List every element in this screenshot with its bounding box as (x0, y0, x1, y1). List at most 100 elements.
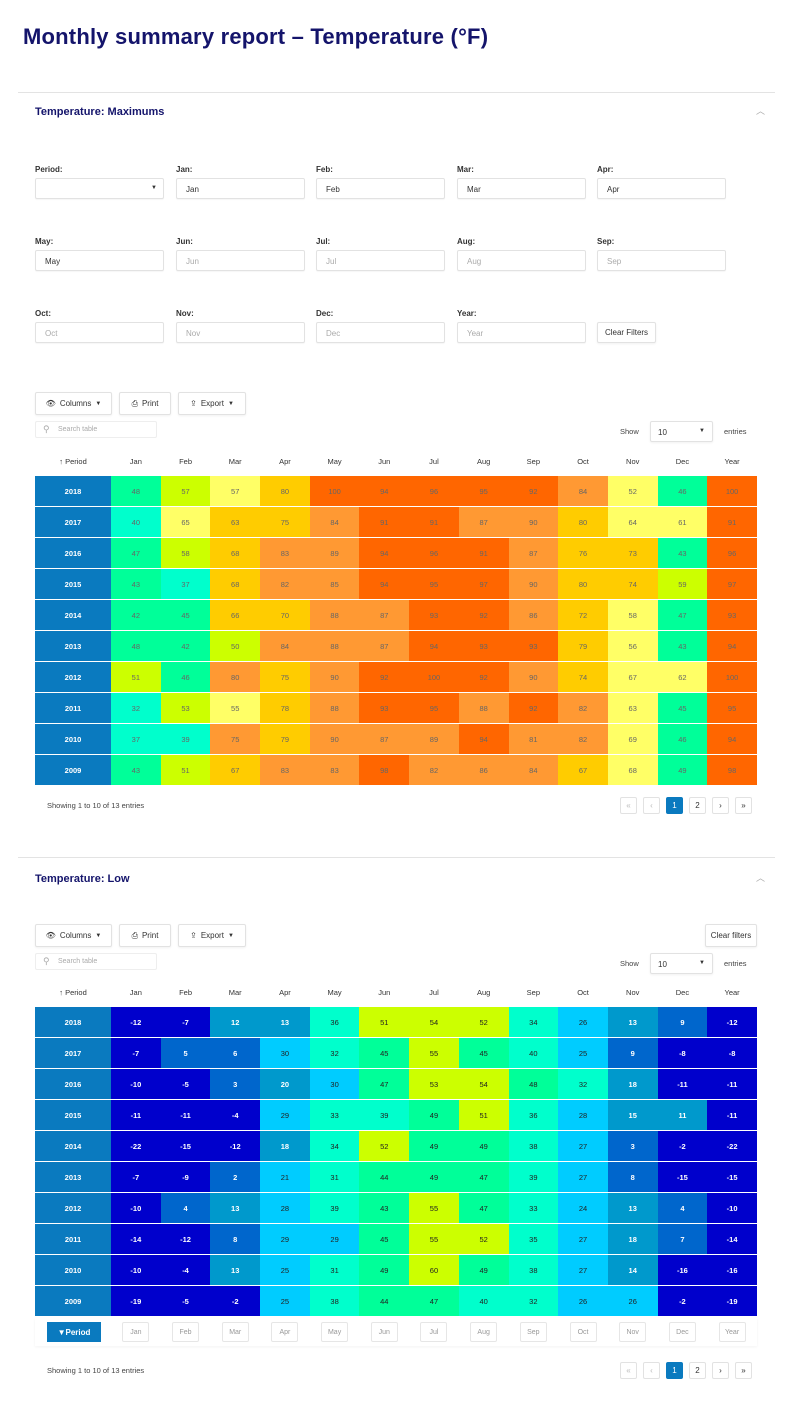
column-header-mar[interactable]: Mar (210, 988, 260, 1002)
prev-page-icon[interactable]: ‹ (643, 1362, 660, 1379)
heatmap-cell-sep: 38 (508, 1131, 559, 1161)
heatmap-cell-sep: 48 (508, 1069, 559, 1099)
column-header-period[interactable]: ↑ Period (35, 457, 111, 471)
page-button-1[interactable]: 1 (666, 1362, 683, 1379)
filter-input-jan[interactable]: Jan (176, 178, 305, 199)
column-header-label: Aug (476, 988, 491, 997)
filter-input-apr[interactable]: Apr (597, 178, 726, 199)
page-button-1[interactable]: 1 (666, 797, 683, 814)
column-header-oct[interactable]: Oct (558, 988, 608, 1002)
column-header-feb[interactable]: Feb (161, 457, 211, 471)
column-filter-input-mar[interactable]: Mar (221, 1322, 249, 1342)
filter-input-jul[interactable]: Jul (316, 250, 445, 271)
column-header-year[interactable]: Year (707, 988, 757, 1002)
column-header-apr[interactable]: Apr (260, 988, 310, 1002)
column-filter-input-feb[interactable]: Feb (172, 1322, 200, 1342)
heatmap-cell-jun: 47 (359, 1069, 410, 1099)
column-header-mar[interactable]: Mar (210, 457, 260, 471)
columns-icon: 👁 (45, 931, 56, 940)
first-page-icon[interactable]: « (620, 1362, 637, 1379)
column-header-period[interactable]: ↑ Period (35, 988, 111, 1002)
filter-input-dec[interactable]: Dec (316, 322, 445, 343)
clear-filters-button[interactable]: Clear Filters (597, 322, 656, 343)
next-page-icon[interactable]: › (712, 797, 729, 814)
filter-input-mar[interactable]: Mar (457, 178, 586, 199)
filter-input-oct[interactable]: Oct (35, 322, 164, 343)
column-header-feb[interactable]: Feb (161, 988, 211, 1002)
column-filter-input-sep[interactable]: Sep (519, 1322, 547, 1342)
clear-filters-button-low[interactable]: Clear filters (705, 924, 757, 947)
search-input[interactable]: ⚲ Search table (35, 421, 157, 438)
export-button[interactable]: ⇪ Export ▼ (178, 924, 246, 947)
column-filter-input-jan[interactable]: Jan (122, 1322, 150, 1342)
column-header-jul[interactable]: Jul (409, 457, 459, 471)
collapse-chevron-icon[interactable]: ︿ (756, 873, 766, 883)
heatmap-cell-year: -14 (707, 1224, 757, 1254)
column-header-dec[interactable]: Dec (658, 457, 708, 471)
filter-label: Nov: (176, 309, 194, 318)
heatmap-cell-jul: 82 (409, 755, 459, 785)
period-filter-button[interactable]: ▼ Period (47, 1322, 101, 1342)
column-header-oct[interactable]: Oct (558, 457, 608, 471)
export-button[interactable]: ⇪ Export ▼ (178, 392, 246, 415)
column-header-may[interactable]: May (310, 457, 360, 471)
column-header-jan[interactable]: Jan (111, 457, 161, 471)
column-header-dec[interactable]: Dec (658, 988, 708, 1002)
filter-input-sep[interactable]: Sep (597, 250, 726, 271)
period-cell: 2009 (35, 1286, 111, 1316)
column-filter-input-jul[interactable]: Jul (420, 1322, 448, 1342)
prev-page-icon[interactable]: ‹ (643, 797, 660, 814)
columns-button[interactable]: 👁 Columns ▼ (35, 392, 112, 415)
column-filter-input-may[interactable]: May (321, 1322, 349, 1342)
column-header-jun[interactable]: Jun (359, 988, 409, 1002)
column-header-jul[interactable]: Jul (409, 988, 459, 1002)
column-header-apr[interactable]: Apr (260, 457, 310, 471)
caret-down-icon: ▼ (699, 960, 705, 966)
heatmap-cell-feb: 45 (160, 600, 211, 630)
column-header-sep[interactable]: Sep (509, 457, 559, 471)
column-header-sep[interactable]: Sep (509, 988, 559, 1002)
heatmap-cell-feb: 4 (160, 1193, 211, 1223)
filter-input-feb[interactable]: Feb (316, 178, 445, 199)
first-page-icon[interactable]: « (620, 797, 637, 814)
heatmap-cell-nov: 15 (607, 1100, 658, 1130)
column-header-nov[interactable]: Nov (608, 988, 658, 1002)
column-header-aug[interactable]: Aug (459, 457, 509, 471)
heatmap-cell-mar: 13 (210, 1255, 261, 1285)
search-input[interactable]: ⚲ Search table (35, 953, 157, 970)
filter-input-aug[interactable]: Aug (457, 250, 586, 271)
page-button-2[interactable]: 2 (689, 1362, 706, 1379)
entries-select[interactable]: 10 ▼ (650, 421, 713, 442)
column-header-year[interactable]: Year (707, 457, 757, 471)
columns-label: Columns (59, 399, 92, 408)
collapse-chevron-icon[interactable]: ︿ (756, 106, 766, 116)
entries-select[interactable]: 10 ▼ (650, 953, 713, 974)
period-select[interactable] (35, 178, 164, 199)
last-page-icon[interactable]: » (735, 1362, 752, 1379)
column-filter-input-nov[interactable]: Nov (619, 1322, 647, 1342)
filter-input-nov[interactable]: Nov (176, 322, 305, 343)
filter-input-may[interactable]: May (35, 250, 164, 271)
last-page-icon[interactable]: » (735, 797, 752, 814)
column-filter-input-oct[interactable]: Oct (569, 1322, 597, 1342)
next-page-icon[interactable]: › (712, 1362, 729, 1379)
divider (18, 92, 775, 93)
column-header-jan[interactable]: Jan (111, 988, 161, 1002)
column-filter-input-year[interactable]: Year (718, 1322, 746, 1342)
column-filter-input-apr[interactable]: Apr (271, 1322, 299, 1342)
column-header-aug[interactable]: Aug (459, 988, 509, 1002)
columns-button[interactable]: 👁 Columns ▼ (35, 924, 112, 947)
filter-label: Dec: (316, 309, 334, 318)
column-filter-input-aug[interactable]: Aug (470, 1322, 498, 1342)
print-button[interactable]: ⎙ Print (119, 924, 171, 947)
filter-input-year[interactable]: Year (457, 322, 586, 343)
column-header-may[interactable]: May (310, 988, 360, 1002)
page-button-2[interactable]: 2 (689, 797, 706, 814)
print-button[interactable]: ⎙ Print (119, 392, 171, 415)
heatmap-cell-jun: 94 (359, 569, 410, 599)
column-filter-input-jun[interactable]: Jun (370, 1322, 398, 1342)
column-filter-input-dec[interactable]: Dec (668, 1322, 696, 1342)
column-header-jun[interactable]: Jun (359, 457, 409, 471)
filter-input-jun[interactable]: Jun (176, 250, 305, 271)
column-header-nov[interactable]: Nov (608, 457, 658, 471)
